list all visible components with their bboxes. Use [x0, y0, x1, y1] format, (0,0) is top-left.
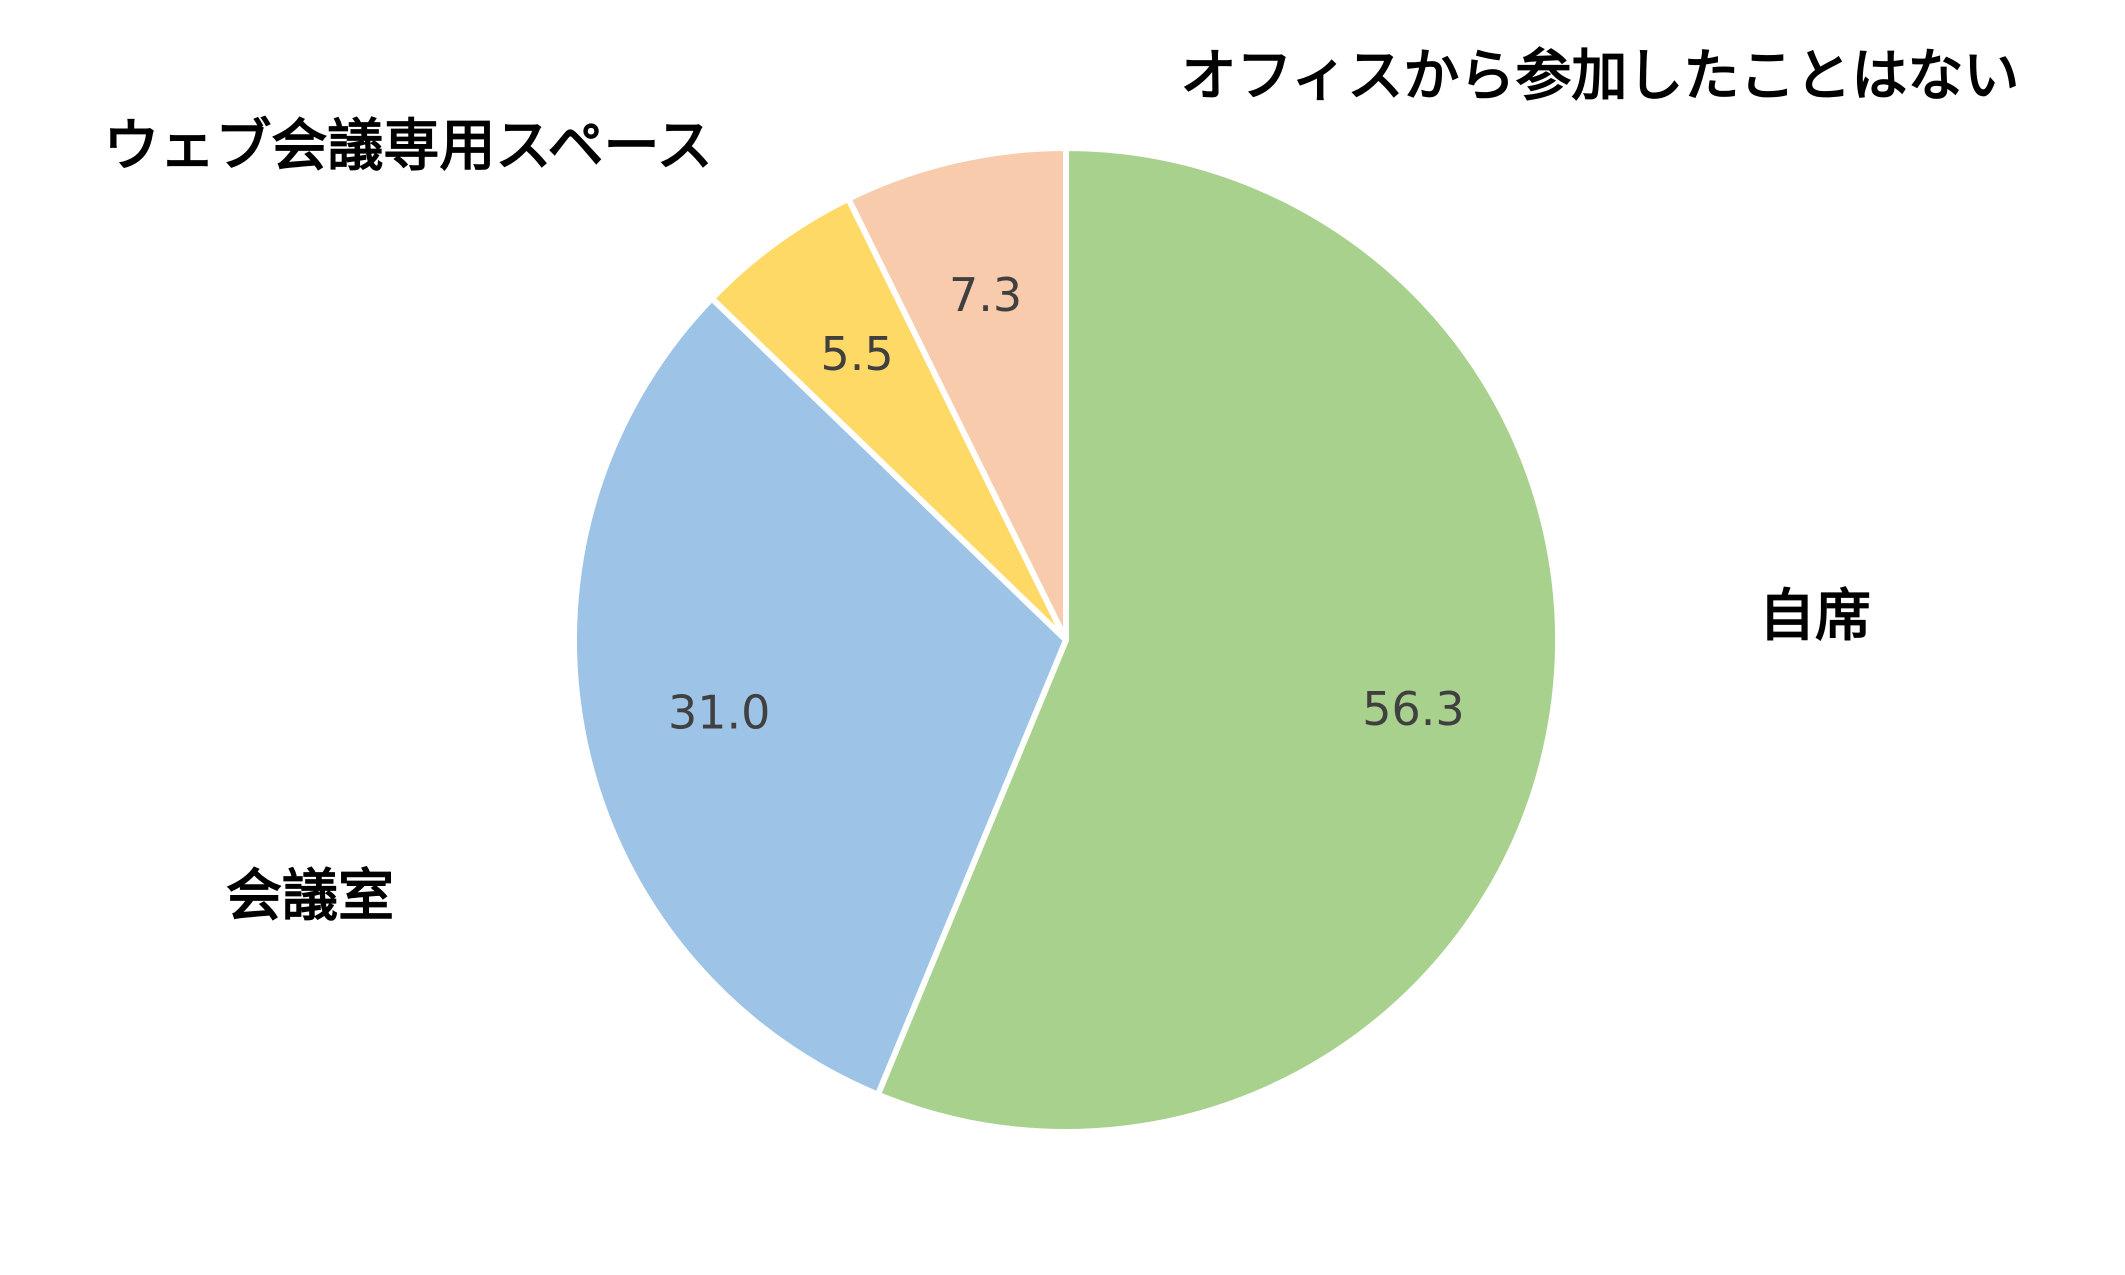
- slice-kaigishitsu: [571, 295, 1069, 1098]
- slice-never-from-office: [845, 145, 1069, 643]
- slice-web-meeting-space: [708, 195, 1069, 643]
- pie-value-labels: 56.3 31.0 5.5 7.3: [668, 268, 1465, 739]
- slice-jiseki: [874, 145, 1561, 1135]
- pie-slices: [571, 145, 1561, 1135]
- pie-category-labels: 自席 会議室 ウェブ会議専用スペース オフィスから参加したことはない: [103, 44, 2019, 929]
- slice-jiseki-value-label: 56.3: [1362, 682, 1464, 736]
- category-label-web-meeting-space: ウェブ会議専用スペース: [103, 114, 712, 179]
- category-label-jiseki: 自席: [1759, 584, 1871, 649]
- category-label-kaigishitsu: 会議室: [226, 864, 394, 929]
- slice-never-from-office-value-label: 7.3: [949, 268, 1022, 322]
- slice-kaigishitsu-value-label: 31.0: [668, 685, 770, 739]
- slice-web-meeting-space-value-label: 5.5: [820, 327, 893, 381]
- category-label-never-from-office: オフィスから参加したことはない: [1181, 44, 2020, 109]
